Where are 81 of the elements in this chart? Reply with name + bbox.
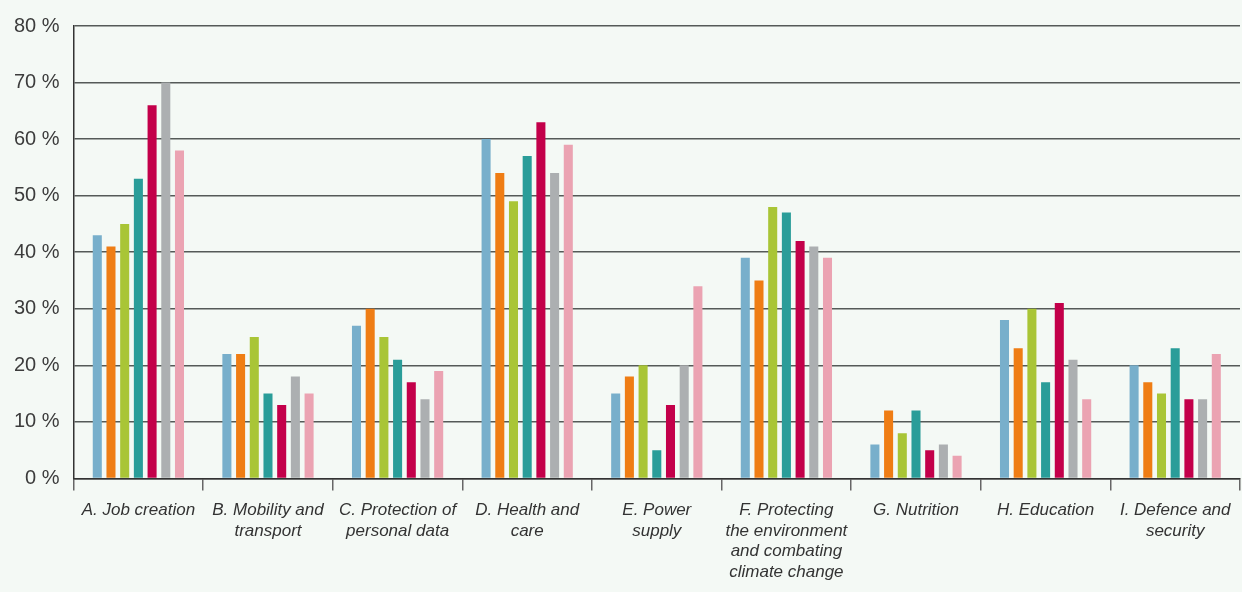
x-tick-label: C. Protection of personal data	[339, 500, 459, 540]
bar	[768, 206, 778, 478]
bar	[522, 156, 532, 478]
bar	[999, 320, 1010, 478]
bar	[249, 337, 259, 478]
x-tick-label: I. Defence and security	[1119, 500, 1232, 540]
bar	[420, 399, 430, 478]
bar	[174, 150, 185, 478]
bar	[679, 365, 689, 478]
bar	[1211, 353, 1221, 478]
bar	[952, 455, 962, 478]
bar	[365, 308, 375, 478]
y-tick-label: 50 %	[13, 183, 60, 206]
y-tick-label: 70 %	[13, 70, 60, 93]
bar	[1156, 393, 1167, 478]
y-tick-label: 0 %	[25, 465, 60, 488]
bar	[1198, 399, 1208, 478]
bar	[351, 325, 362, 478]
bar	[925, 450, 935, 478]
bar	[897, 433, 907, 478]
bar	[781, 212, 791, 478]
bar	[740, 257, 750, 478]
bar	[120, 223, 130, 478]
bar	[106, 246, 116, 478]
bar	[1143, 382, 1153, 478]
x-tick-label: G. Nutrition	[873, 500, 959, 520]
bar	[563, 144, 573, 478]
bar	[92, 235, 102, 478]
bar	[236, 353, 246, 478]
bar	[795, 240, 805, 478]
bar	[911, 410, 921, 478]
y-tick-label: 80 %	[13, 13, 60, 36]
bar	[822, 257, 833, 478]
x-tick-label: F. Protecting the environment and combating climate change	[725, 500, 849, 581]
bar	[536, 122, 546, 478]
y-tick-label: 20 %	[13, 352, 60, 375]
bar	[693, 286, 703, 478]
bar	[1041, 382, 1051, 478]
bar	[290, 376, 300, 478]
bar	[1013, 348, 1023, 478]
x-tick-label: A. Job creation	[80, 500, 196, 520]
bar	[652, 450, 662, 478]
y-tick-label: 60 %	[13, 126, 60, 149]
bar	[1184, 399, 1194, 478]
bar	[406, 382, 416, 478]
bar	[508, 201, 519, 478]
bar	[147, 105, 157, 478]
y-tick-label: 40 %	[13, 239, 60, 262]
bar	[133, 178, 143, 478]
bar	[393, 359, 403, 478]
bar	[1068, 359, 1078, 478]
bar	[1129, 365, 1139, 478]
x-tick-label: H. Education	[996, 500, 1095, 520]
bar	[263, 393, 273, 478]
y-tick-label: 10 %	[13, 409, 60, 432]
bar	[884, 410, 894, 478]
bar	[638, 365, 648, 478]
bar	[277, 404, 287, 478]
bar	[379, 337, 389, 478]
bar	[624, 376, 634, 478]
bar	[161, 82, 171, 478]
y-tick-label: 30 %	[13, 296, 60, 319]
bar	[1082, 399, 1092, 478]
x-tick-label: D. Health and care	[475, 500, 580, 540]
bar	[1170, 348, 1180, 478]
bar	[665, 404, 676, 478]
bar	[809, 246, 819, 478]
bar	[611, 393, 621, 478]
bar	[304, 393, 314, 478]
bar	[434, 370, 444, 478]
x-tick-label: B. Mobility and transport	[212, 500, 325, 540]
bar	[481, 139, 491, 478]
bar	[870, 444, 880, 478]
bar	[938, 444, 948, 478]
bar	[550, 173, 560, 478]
bar	[754, 280, 764, 478]
bar	[1027, 308, 1037, 478]
bar	[495, 173, 505, 478]
bar	[1054, 303, 1064, 478]
x-tick-label: E. Power supply	[622, 500, 693, 540]
bar	[222, 353, 232, 478]
